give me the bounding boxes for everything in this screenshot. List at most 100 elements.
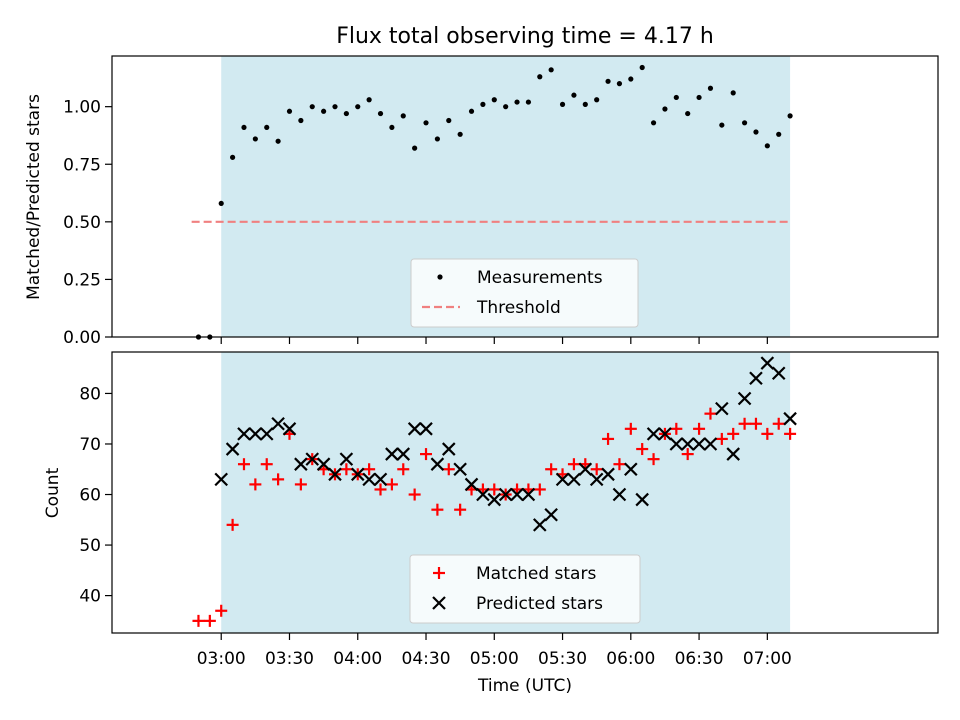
predicted-point	[601, 467, 615, 482]
measurement-point	[776, 131, 782, 137]
ratio-ytick-label: 1.00	[63, 98, 101, 118]
predicted-point	[703, 437, 718, 451]
measurement-point	[650, 120, 657, 126]
legend-measurement-marker	[437, 274, 443, 280]
matched-point	[636, 443, 649, 456]
measurement-point	[491, 97, 497, 103]
count-ytick-label: 40	[79, 587, 101, 607]
predicted-point	[396, 447, 411, 461]
x-axis-label: Time (UTC)	[477, 676, 572, 696]
measurement-point	[662, 106, 668, 112]
measurement-point	[594, 97, 600, 103]
predicted-point	[555, 472, 570, 487]
predicted-point	[305, 452, 320, 466]
matched-point	[681, 448, 694, 461]
matched-point	[784, 427, 797, 440]
measurement-point	[275, 138, 281, 144]
matched-point	[670, 422, 683, 435]
predicted-point	[658, 427, 672, 441]
predicted-point	[225, 442, 240, 456]
matched-point	[192, 614, 205, 627]
measurement-point	[446, 117, 452, 124]
measurement-point	[264, 124, 270, 131]
x-tick-label: 04:00	[333, 649, 382, 669]
count-ytick-label: 70	[79, 435, 101, 455]
ratio-legend: Measurements Threshold	[410, 258, 639, 328]
predicted-point	[760, 356, 775, 370]
x-tick-label: 06:30	[675, 649, 724, 669]
measurement-point	[548, 67, 554, 73]
measurement-point	[468, 108, 475, 114]
measurement-point	[412, 145, 418, 151]
predicted-point	[339, 452, 354, 466]
measurement-point	[707, 85, 714, 91]
matched-point	[647, 453, 660, 466]
predicted-point	[419, 422, 433, 436]
matched-point	[567, 458, 580, 471]
matched-point	[397, 463, 410, 476]
measurement-point	[377, 110, 384, 117]
measurement-point	[673, 94, 679, 101]
measurement-point	[616, 81, 623, 87]
predicted-point	[316, 457, 331, 471]
predicted-point	[521, 487, 536, 502]
matched-point	[715, 432, 728, 445]
matched-point	[237, 458, 250, 471]
predicted-point	[487, 492, 502, 507]
predicted-point	[612, 487, 627, 502]
x-tick-label: 05:30	[538, 649, 587, 669]
predicted-point	[328, 467, 342, 482]
predicted-point	[692, 437, 706, 451]
predicted-point	[259, 427, 274, 441]
measurement-point	[639, 64, 645, 71]
predicted-point	[407, 422, 422, 436]
legend-measurements-label: Measurements	[477, 268, 603, 288]
predicted-point	[453, 462, 467, 477]
matched-point	[420, 448, 433, 461]
count-legend: Matched stars Predicted stars	[409, 554, 641, 624]
predicted-point	[544, 507, 558, 522]
predicted-point	[476, 487, 490, 502]
measurement-point	[400, 113, 406, 119]
predicted-point	[578, 462, 593, 477]
predicted-point	[248, 427, 263, 441]
legend-threshold-label: Threshold	[476, 298, 561, 318]
predicted-point	[533, 518, 547, 532]
matched-point	[203, 614, 216, 627]
predicted-point	[282, 422, 297, 436]
measurement-point	[685, 110, 691, 117]
measurement-point	[298, 117, 304, 124]
matched-point	[294, 478, 307, 491]
x-tick-label: 03:00	[197, 649, 246, 669]
predicted-point	[646, 427, 661, 441]
measurement-point	[582, 101, 588, 107]
measurement-point	[696, 94, 702, 101]
matched-point	[533, 483, 546, 496]
legend-matched-marker	[433, 567, 445, 579]
matched-point	[215, 604, 228, 617]
matched-point	[226, 518, 239, 531]
predicted-point	[373, 472, 388, 487]
matched-point	[749, 417, 762, 430]
predicted-point	[214, 472, 229, 487]
measurement-point	[230, 154, 236, 160]
predicted-point	[362, 472, 376, 487]
x-tick-label: 05:00	[470, 649, 519, 669]
matched-point	[454, 503, 467, 516]
measurement-point	[741, 120, 748, 126]
ratio-legend-box	[410, 258, 639, 328]
measurement-point	[457, 131, 463, 137]
x-tick-label: 06:00	[606, 649, 655, 669]
measurement-point	[571, 92, 577, 98]
predicted-point	[430, 457, 445, 471]
measurement-point	[525, 99, 532, 105]
ratio-y-axis-label: Matched/Predicted stars	[24, 94, 44, 300]
predicted-point	[294, 457, 308, 471]
measurement-point	[537, 74, 543, 80]
matched-point	[340, 463, 353, 476]
predicted-point	[271, 416, 285, 431]
matched-point	[431, 503, 444, 516]
matched-point	[704, 407, 717, 420]
count-ytick-label: 60	[79, 486, 101, 506]
